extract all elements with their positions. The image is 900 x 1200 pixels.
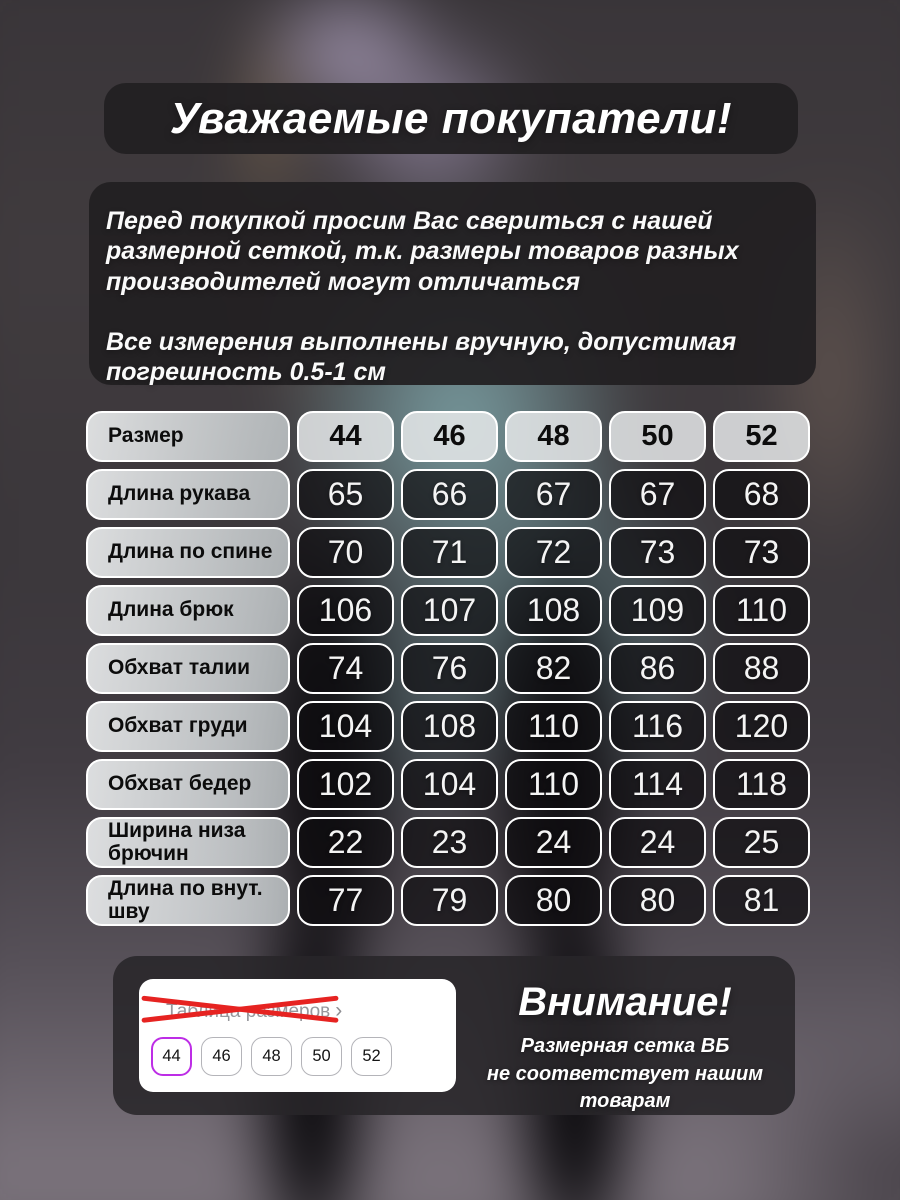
- table-row-label: Обхват бедер: [86, 759, 290, 810]
- table-row-label: Длина брюк: [86, 585, 290, 636]
- table-row-label: Длина по спине: [86, 527, 290, 578]
- notice-paragraph-2: Все измерения выполнены вручную, допусти…: [106, 327, 737, 386]
- warning-text-block: Внимание! Размерная сетка ВБ не соответс…: [465, 980, 785, 1116]
- table-row-label: Обхват груди: [86, 701, 290, 752]
- table-value-cell: 116: [609, 701, 706, 752]
- table-header-label: Размер: [86, 411, 290, 462]
- table-size-header-cell-52: 52: [713, 411, 810, 462]
- table-value-cell: 71: [401, 527, 498, 578]
- red-cross-icon: [141, 992, 339, 1026]
- table-row-label: Ширина низа брючин: [86, 817, 290, 868]
- table-value-cell: 73: [609, 527, 706, 578]
- table-value-cell: 79: [401, 875, 498, 926]
- table-value-cell: 110: [505, 701, 602, 752]
- table-value-cell: 108: [401, 701, 498, 752]
- table-value-cell: 104: [297, 701, 394, 752]
- table-value-cell: 65: [297, 469, 394, 520]
- table-value-cell: 88: [713, 643, 810, 694]
- chevron-right-icon: ›: [335, 999, 343, 1022]
- table-value-cell: 118: [713, 759, 810, 810]
- notice-box: Перед покупкой просим Вас свериться с на…: [89, 182, 816, 386]
- wb-size-chip-50[interactable]: 50: [301, 1037, 342, 1076]
- table-size-header-cell-44: 44: [297, 411, 394, 462]
- table-value-cell: 80: [505, 875, 602, 926]
- table-value-cell: 74: [297, 643, 394, 694]
- warning-title: Внимание!: [518, 980, 732, 1024]
- table-value-cell: 82: [505, 643, 602, 694]
- table-size-header-cell-46: 46: [401, 411, 498, 462]
- table-size-header-cell-50: 50: [609, 411, 706, 462]
- table-value-cell: 108: [505, 585, 602, 636]
- notice-paragraph-1: Перед покупкой просим Вас свериться с на…: [106, 207, 739, 296]
- table-value-cell: 22: [297, 817, 394, 868]
- table-value-cell: 80: [609, 875, 706, 926]
- table-value-cell: 114: [609, 759, 706, 810]
- title-banner: Уважаемые покупатели!: [104, 83, 798, 154]
- wb-size-chart-link-row: Таблица размеров›: [139, 979, 456, 1023]
- table-value-cell: 120: [713, 701, 810, 752]
- table-value-cell: 72: [505, 527, 602, 578]
- page-title: Уважаемые покупатели!: [169, 93, 733, 143]
- table-value-cell: 73: [713, 527, 810, 578]
- warning-line-2: не соответствует нашим товарам: [486, 1062, 764, 1113]
- table-row-label: Длина по внут. шву: [86, 875, 290, 926]
- table-value-cell: 70: [297, 527, 394, 578]
- wb-size-chip-48[interactable]: 48: [251, 1037, 292, 1076]
- table-value-cell: 86: [609, 643, 706, 694]
- table-value-cell: 23: [401, 817, 498, 868]
- table-value-cell: 110: [713, 585, 810, 636]
- table-value-cell: 24: [505, 817, 602, 868]
- table-value-cell: 77: [297, 875, 394, 926]
- table-value-cell: 104: [401, 759, 498, 810]
- table-value-cell: 24: [609, 817, 706, 868]
- table-value-cell: 107: [401, 585, 498, 636]
- table-value-cell: 67: [505, 469, 602, 520]
- table-value-cell: 109: [609, 585, 706, 636]
- table-value-cell: 106: [297, 585, 394, 636]
- warning-line-1: Размерная сетка ВБ: [520, 1035, 730, 1057]
- wb-size-chip-46[interactable]: 46: [201, 1037, 242, 1076]
- table-value-cell: 110: [505, 759, 602, 810]
- table-value-cell: 68: [713, 469, 810, 520]
- table-value-cell: 76: [401, 643, 498, 694]
- table-value-cell: 67: [609, 469, 706, 520]
- table-row-label: Обхват талии: [86, 643, 290, 694]
- table-value-cell: 81: [713, 875, 810, 926]
- table-row-label: Длина рукава: [86, 469, 290, 520]
- table-value-cell: 66: [401, 469, 498, 520]
- wb-size-chip-52[interactable]: 52: [351, 1037, 392, 1076]
- table-size-header-cell-48: 48: [505, 411, 602, 462]
- wb-size-chips: 44 46 48 50 52: [151, 1037, 392, 1076]
- size-table: Размер 44 46 48 50 52 Длина рукава 65 66 67 67 68 Дл…: [86, 411, 810, 926]
- wb-size-chip-44[interactable]: 44: [151, 1037, 192, 1076]
- table-value-cell: 102: [297, 759, 394, 810]
- table-value-cell: 25: [713, 817, 810, 868]
